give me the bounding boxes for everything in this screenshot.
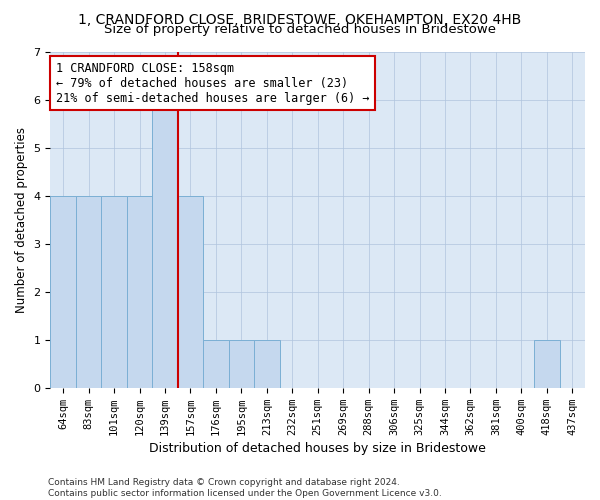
Bar — [178, 196, 203, 388]
Bar — [534, 340, 560, 388]
Bar — [76, 196, 101, 388]
Text: 1 CRANDFORD CLOSE: 158sqm
← 79% of detached houses are smaller (23)
21% of semi-: 1 CRANDFORD CLOSE: 158sqm ← 79% of detac… — [56, 62, 369, 104]
Bar — [229, 340, 254, 388]
Text: 1, CRANDFORD CLOSE, BRIDESTOWE, OKEHAMPTON, EX20 4HB: 1, CRANDFORD CLOSE, BRIDESTOWE, OKEHAMPT… — [79, 12, 521, 26]
Bar — [203, 340, 229, 388]
Bar — [127, 196, 152, 388]
Y-axis label: Number of detached properties: Number of detached properties — [15, 126, 28, 312]
Bar — [101, 196, 127, 388]
Bar — [50, 196, 76, 388]
X-axis label: Distribution of detached houses by size in Bridestowe: Distribution of detached houses by size … — [149, 442, 486, 455]
Text: Size of property relative to detached houses in Bridestowe: Size of property relative to detached ho… — [104, 22, 496, 36]
Bar — [254, 340, 280, 388]
Text: Contains HM Land Registry data © Crown copyright and database right 2024.
Contai: Contains HM Land Registry data © Crown c… — [48, 478, 442, 498]
Bar — [152, 100, 178, 388]
